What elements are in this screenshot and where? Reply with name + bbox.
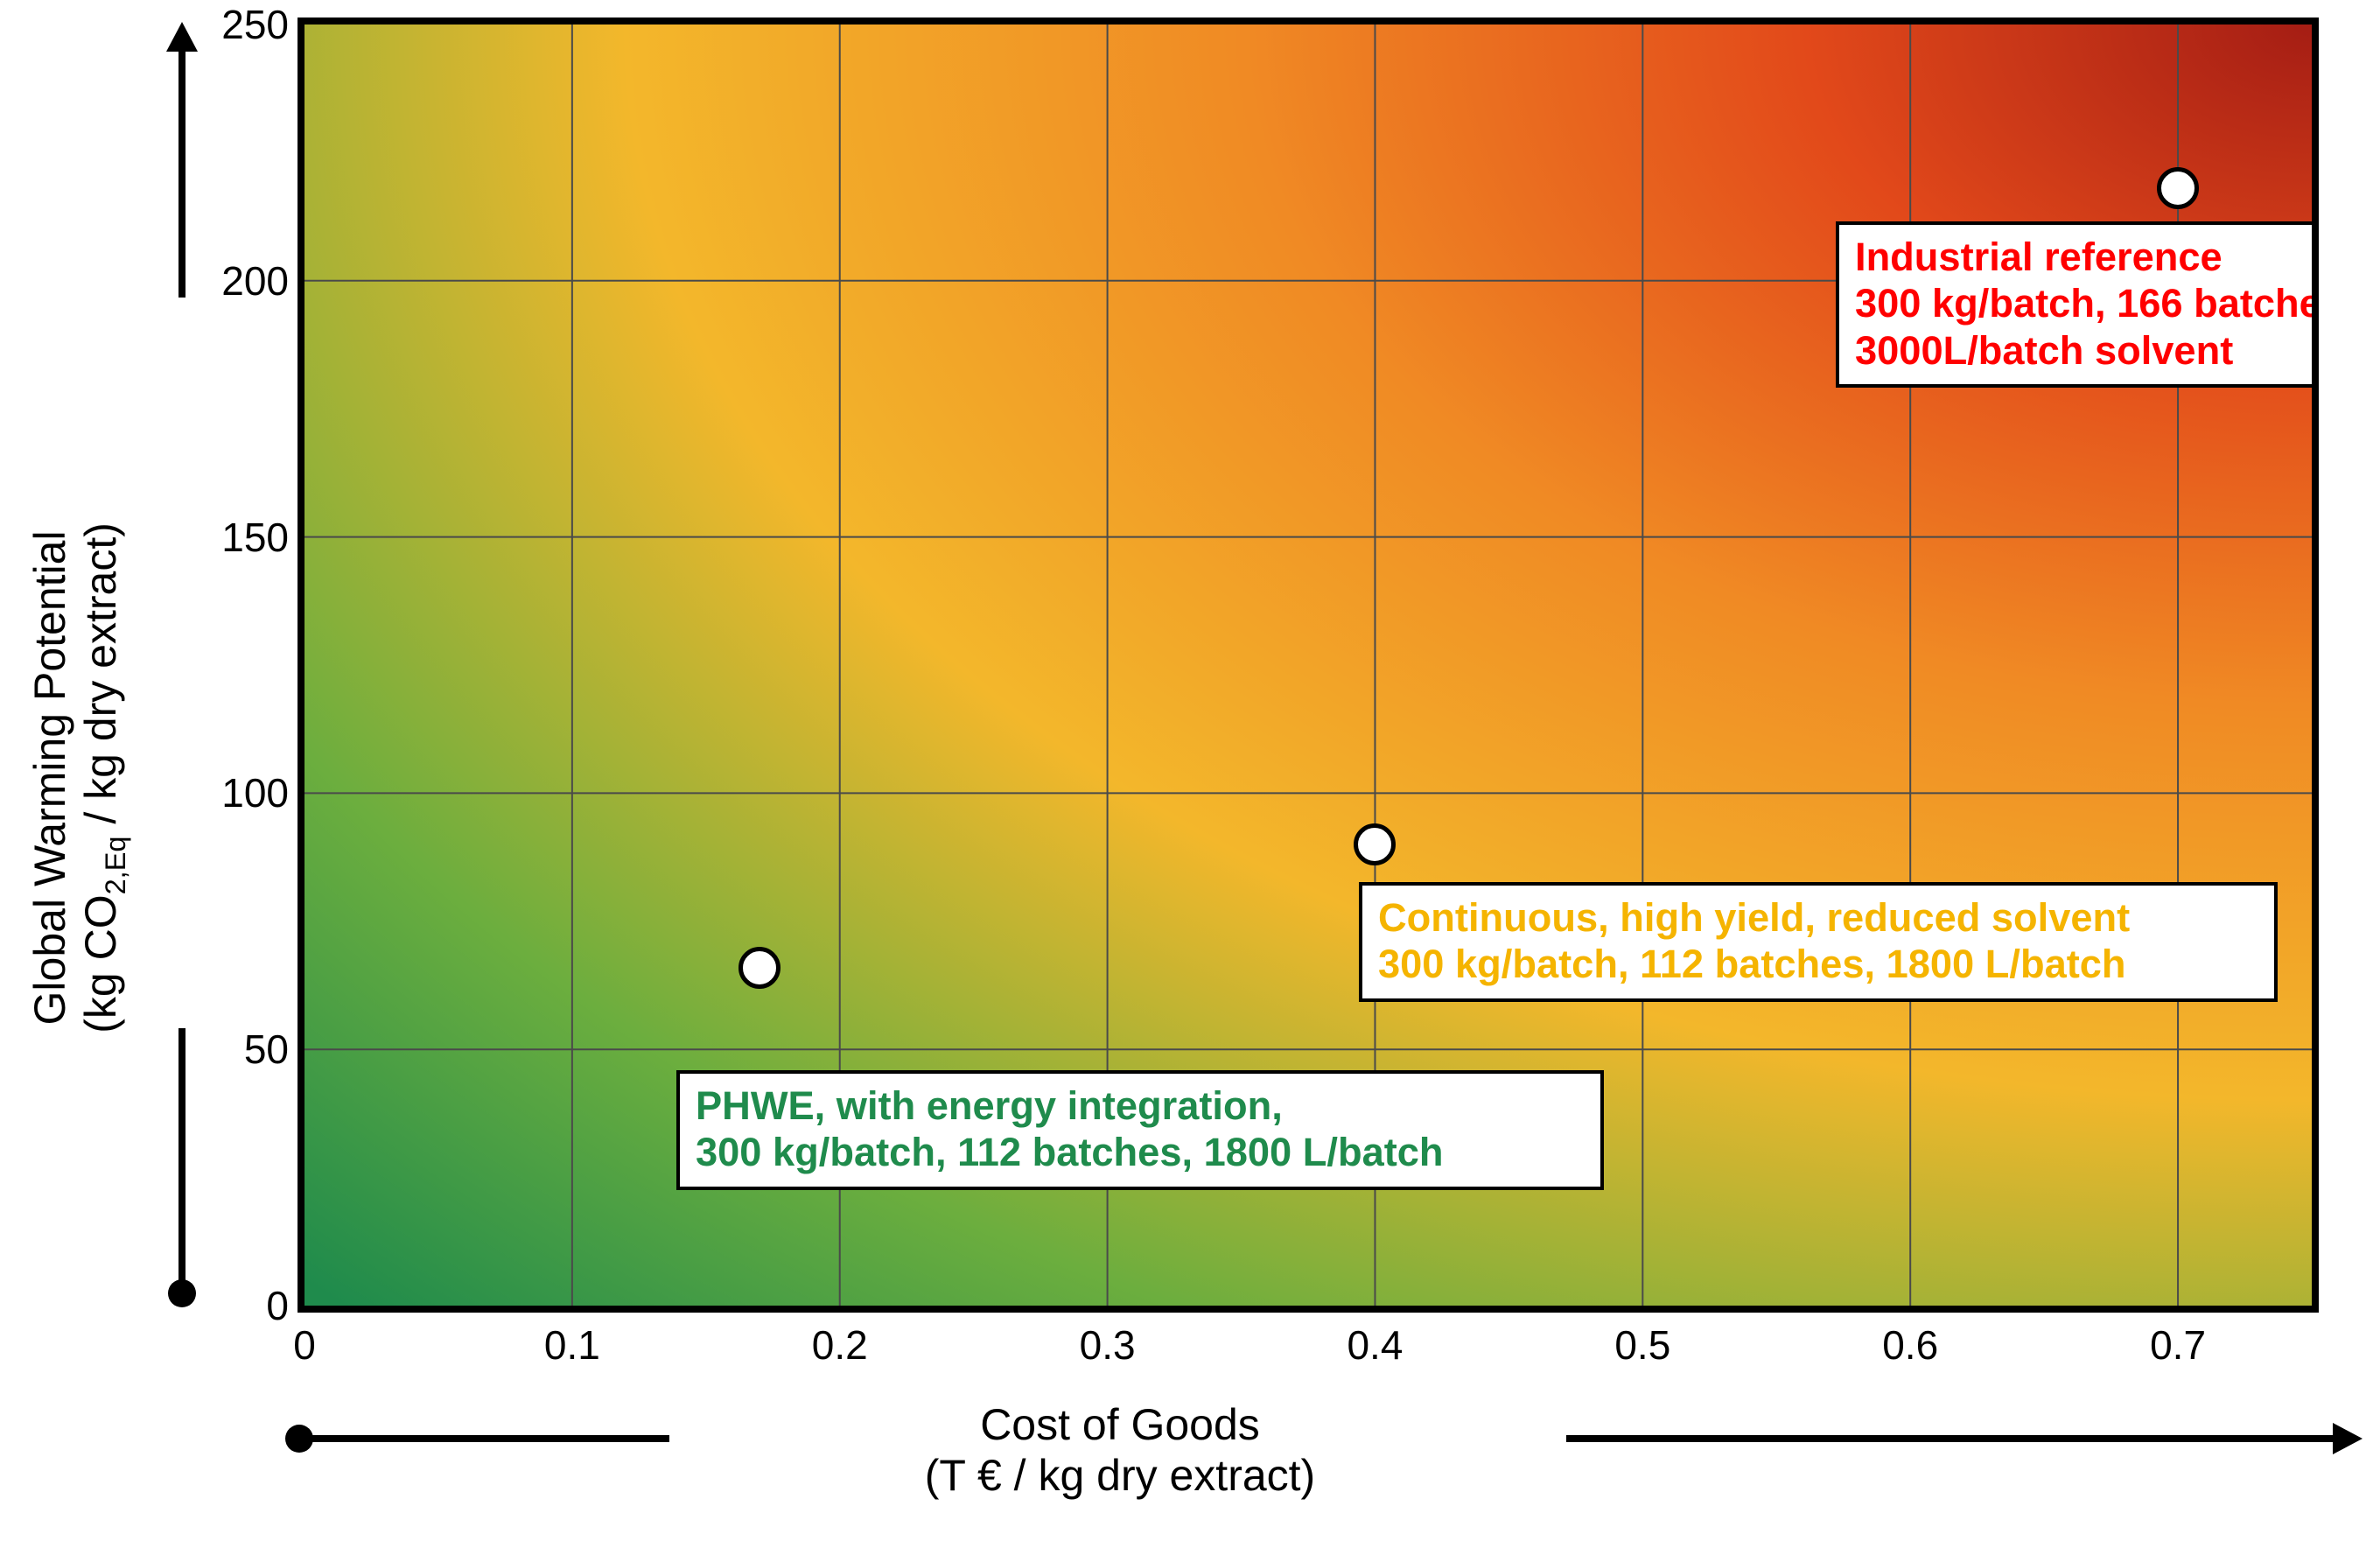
x-arrow-origin-icon bbox=[298, 1435, 669, 1442]
y-tick-label: 200 bbox=[184, 257, 289, 305]
callout-industrial: Industrial reference300 kg/batch, 166 ba… bbox=[1836, 221, 2319, 388]
plot-area: Industrial reference300 kg/batch, 166 ba… bbox=[298, 18, 2319, 1313]
y-tick-label: 250 bbox=[184, 1, 289, 48]
y-tick-label: 50 bbox=[184, 1026, 289, 1073]
data-point-phwe bbox=[738, 947, 780, 989]
x-axis-title: Cost of Goods (T € / kg dry extract) bbox=[674, 1400, 1566, 1501]
x-tick-label: 0.2 bbox=[812, 1321, 868, 1369]
data-point-industrial bbox=[2157, 167, 2199, 209]
y-axis-title-main: Global Warming Potential bbox=[25, 522, 76, 1033]
x-tick-label: 0.5 bbox=[1614, 1321, 1670, 1369]
data-point-continuous bbox=[1354, 823, 1396, 865]
x-tick-label: 0.7 bbox=[2150, 1321, 2206, 1369]
y-axis-title: Global Warming Potential (kg CO2,Eq / kg… bbox=[25, 522, 132, 1033]
x-axis-title-sub: (T € / kg dry extract) bbox=[674, 1451, 1566, 1502]
x-tick-label: 0.4 bbox=[1347, 1321, 1403, 1369]
figure-root: Global Warming Potential (kg CO2,Eq / kg… bbox=[0, 0, 2380, 1555]
callout-continuous: Continuous, high yield, reduced solvent3… bbox=[1359, 882, 2278, 1002]
x-tick-label: 0.6 bbox=[1882, 1321, 1938, 1369]
x-tick-label: 0 bbox=[293, 1321, 316, 1369]
x-axis-title-main: Cost of Goods bbox=[674, 1400, 1566, 1451]
y-tick-label: 100 bbox=[184, 769, 289, 816]
y-tick-label: 150 bbox=[184, 514, 289, 561]
y-axis-title-container: Global Warming Potential (kg CO2,Eq / kg… bbox=[26, 0, 131, 1555]
y-axis-title-sub: (kg CO2,Eq / kg dry extract) bbox=[76, 522, 132, 1033]
x-arrow-right-icon bbox=[1566, 1435, 2336, 1442]
callout-phwe: PHWE, with energy integration,300 kg/bat… bbox=[676, 1070, 1604, 1190]
y-tick-label: 0 bbox=[184, 1282, 289, 1329]
x-tick-label: 0.3 bbox=[1080, 1321, 1136, 1369]
x-tick-label: 0.1 bbox=[544, 1321, 600, 1369]
